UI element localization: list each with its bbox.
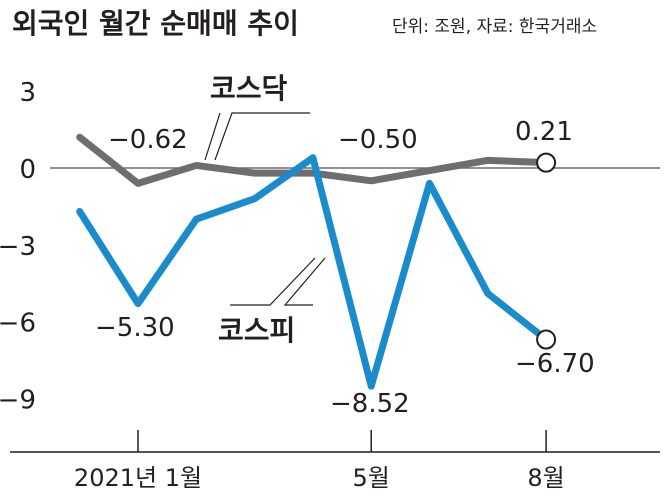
series-label-kosdaq: 코스닥 (210, 72, 288, 105)
data-label-kosdaq-may: −0.50 (338, 125, 418, 155)
data-label-kospi-jan: −5.30 (95, 313, 175, 343)
series-line-kosdaq (76, 133, 550, 187)
series-layer (76, 133, 550, 390)
leader-line-kosdaq-2 (204, 112, 221, 161)
leader-line-kospi-2 (230, 257, 316, 306)
x-tick-label: 8월 (527, 464, 564, 492)
end-marker-kospi (536, 329, 557, 350)
data-label-kosdaq-jan: −0.62 (108, 125, 188, 155)
y-tick-labels: 3 0 −3 −6 −9 (0, 78, 36, 415)
x-ticks: 2021년 1월 5월 8월 (74, 430, 565, 492)
x-tick-label: 2021년 1월 (74, 464, 202, 492)
leader-line-kospi (283, 257, 326, 306)
y-tick-label: −9 (0, 385, 36, 415)
y-tick-label: −6 (0, 309, 36, 339)
end-marker-kosdaq (536, 152, 557, 173)
y-tick-label: 3 (19, 78, 36, 108)
data-label-kosdaq-aug: 0.21 (515, 117, 573, 147)
leader-line-kosdaq (214, 112, 310, 161)
data-label-kospi-may: −8.52 (330, 389, 410, 419)
series-line-kospi (76, 154, 550, 390)
end-markers (536, 152, 557, 350)
x-tick-label: 5월 (353, 464, 390, 492)
unit-note: 단위: 조원, 자료: 한국거래소 (392, 17, 597, 37)
data-label-kospi-aug: −6.70 (515, 349, 595, 379)
y-tick-label: 0 (19, 155, 36, 185)
chart-title: 외국인 월간 순매매 추이 (12, 7, 299, 40)
series-label-kospi: 코스피 (218, 314, 295, 347)
y-tick-label: −3 (0, 232, 36, 262)
